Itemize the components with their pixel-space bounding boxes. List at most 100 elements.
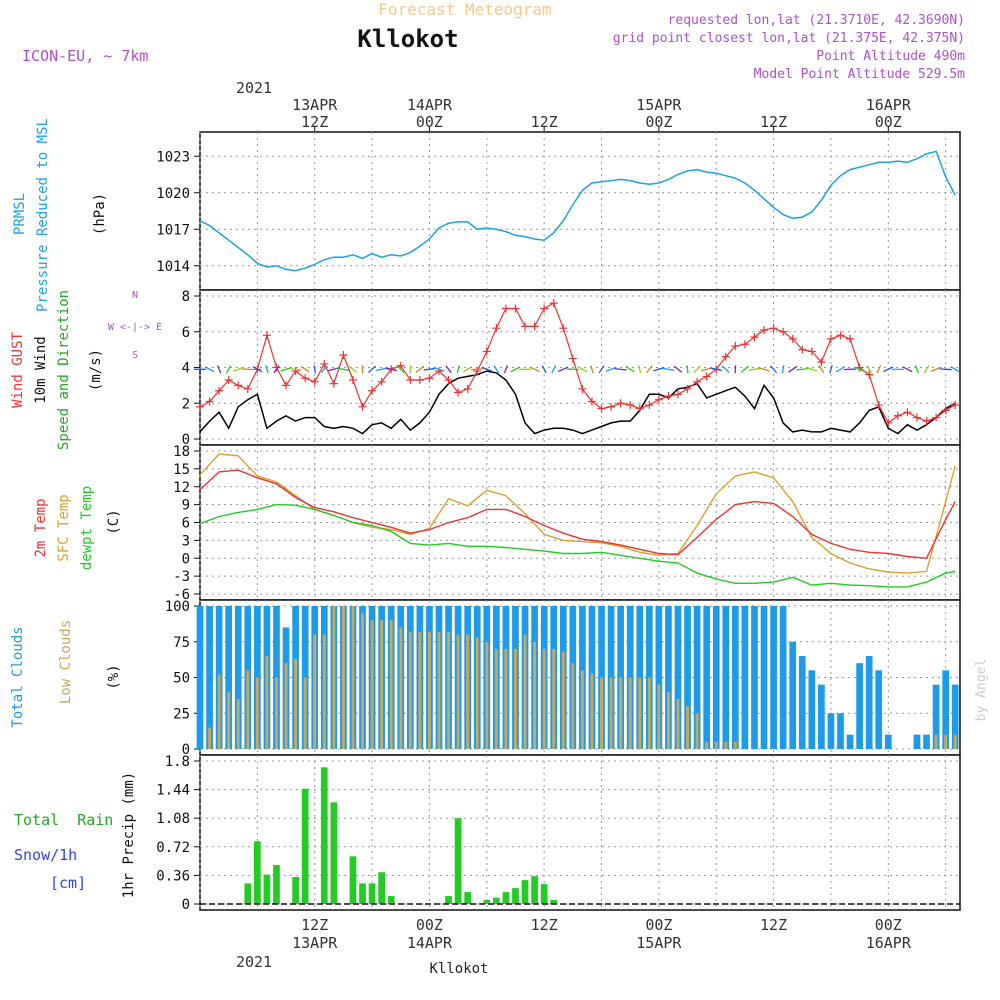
wind-direction-arrow	[638, 365, 642, 374]
ytick-label: 2	[182, 396, 190, 412]
gust-marker	[750, 333, 759, 342]
ytick-label: 6	[182, 325, 190, 341]
total-cloud-bar	[693, 606, 701, 749]
ytick-label: 12	[173, 480, 190, 496]
low-cloud-bar	[657, 684, 661, 749]
wind-direction-arrow	[796, 368, 809, 371]
bottom-hour-label: 12Z	[301, 916, 328, 934]
low-cloud-bar	[408, 631, 412, 749]
wind-direction-arrow	[232, 366, 244, 373]
wind-direction-arrow	[337, 367, 350, 371]
gust-marker	[760, 325, 769, 334]
wind-direction-arrow	[320, 365, 328, 374]
low-cloud-bar	[590, 673, 594, 749]
wind-direction-arrow	[241, 368, 254, 371]
total-cloud-bar	[196, 606, 204, 749]
gust-marker	[769, 324, 778, 333]
low-cloud-bar	[638, 677, 642, 749]
gust-marker	[922, 417, 931, 426]
ytick-label: 1017	[156, 222, 190, 238]
ytick-label: 1020	[156, 186, 190, 202]
wind-direction-arrow	[252, 366, 263, 373]
wind-label-2: 10m Wind	[33, 336, 49, 403]
gust-marker	[645, 401, 654, 410]
low-cloud-bar	[628, 677, 632, 749]
wind-direction-arrow	[876, 365, 882, 374]
wind-direction-arrow	[551, 365, 557, 374]
wind-unit: (m/s)	[88, 349, 104, 391]
low-cloud-bar	[255, 677, 259, 749]
ytick-label: 0	[182, 432, 190, 448]
gust-marker	[482, 347, 491, 356]
low-cloud-bar	[733, 741, 737, 749]
total-cloud-bar	[684, 606, 691, 749]
gust-marker	[348, 376, 357, 385]
rain-bar	[244, 883, 252, 904]
wind-direction-arrow	[806, 366, 818, 372]
wind-direction-arrow	[289, 367, 302, 371]
ytick-label: -3	[173, 569, 190, 585]
rain-bar	[301, 788, 309, 904]
gust-marker	[568, 354, 577, 363]
low-cloud-bar	[571, 663, 575, 749]
point-altitude: Point Altitude 490m	[816, 49, 965, 64]
rain-bar	[464, 892, 472, 904]
low-cloud-bar	[399, 627, 403, 749]
low-cloud-bar	[236, 698, 240, 749]
top-date-label: 15APR	[636, 96, 682, 114]
rain-bar	[387, 896, 395, 904]
gust-marker	[339, 350, 348, 359]
ytick-label: 1.8	[165, 754, 190, 770]
gust-marker	[788, 334, 797, 343]
low-cloud-bar	[494, 648, 498, 749]
gust-marker	[587, 397, 596, 406]
gust-marker	[224, 376, 233, 385]
wind-direction-arrow	[770, 365, 778, 374]
ytick-label: 6	[182, 516, 190, 532]
temp-2m-line	[199, 469, 956, 560]
wind-direction-arrow	[433, 366, 445, 372]
total-cloud-bar	[875, 670, 883, 749]
wind-direction-arrow	[204, 366, 215, 373]
low-cloud-bar	[322, 634, 326, 749]
wind-labels: Wind GUST 10m Wind Speed and Direction (…	[10, 290, 162, 450]
gust-marker	[635, 404, 644, 413]
ytick-label: -6	[173, 587, 190, 603]
ytick-label: 0	[182, 897, 190, 913]
ytick-label: 3	[182, 533, 190, 549]
wind-direction-arrow	[835, 366, 846, 373]
cloud-label-1: Total Clouds	[10, 626, 26, 727]
wind-label-3: Speed and Direction	[56, 290, 72, 450]
wind-direction-arrow	[265, 365, 269, 374]
low-cloud-bar	[246, 670, 250, 749]
low-cloud-bar	[208, 727, 211, 749]
low-cloud-bar	[389, 620, 393, 749]
gust-marker	[616, 399, 625, 408]
gust-marker	[884, 418, 893, 427]
low-cloud-bar	[953, 734, 957, 749]
gust-marker	[262, 331, 271, 340]
bottom-date-label: 15APR	[636, 934, 682, 952]
total-cloud-bar	[884, 734, 892, 749]
wind-direction-arrow	[758, 367, 770, 372]
gust-marker	[377, 377, 386, 386]
wind-direction-arrow	[510, 366, 521, 373]
cloud-unit: (%)	[106, 664, 122, 689]
wind-direction-arrow	[902, 366, 913, 373]
low-cloud-bar	[542, 648, 546, 749]
low-cloud-bar	[475, 637, 479, 749]
pressure-line	[199, 150, 956, 272]
precip-label-3: [cm]	[50, 874, 86, 892]
wind-direction-arrow	[740, 365, 750, 373]
gust-marker	[329, 379, 338, 388]
rain-bar	[483, 900, 491, 904]
pressure-panel: 1014 1017 1020 1023	[156, 131, 961, 291]
low-cloud-bar	[705, 741, 709, 749]
rain-bar	[502, 892, 510, 904]
rain-bar	[531, 876, 538, 904]
pressure-frame	[199, 131, 961, 291]
low-cloud-bar	[666, 691, 670, 749]
total-cloud-bar	[779, 606, 787, 749]
rain-bar	[320, 767, 328, 904]
total-cloud-bar	[206, 606, 213, 749]
